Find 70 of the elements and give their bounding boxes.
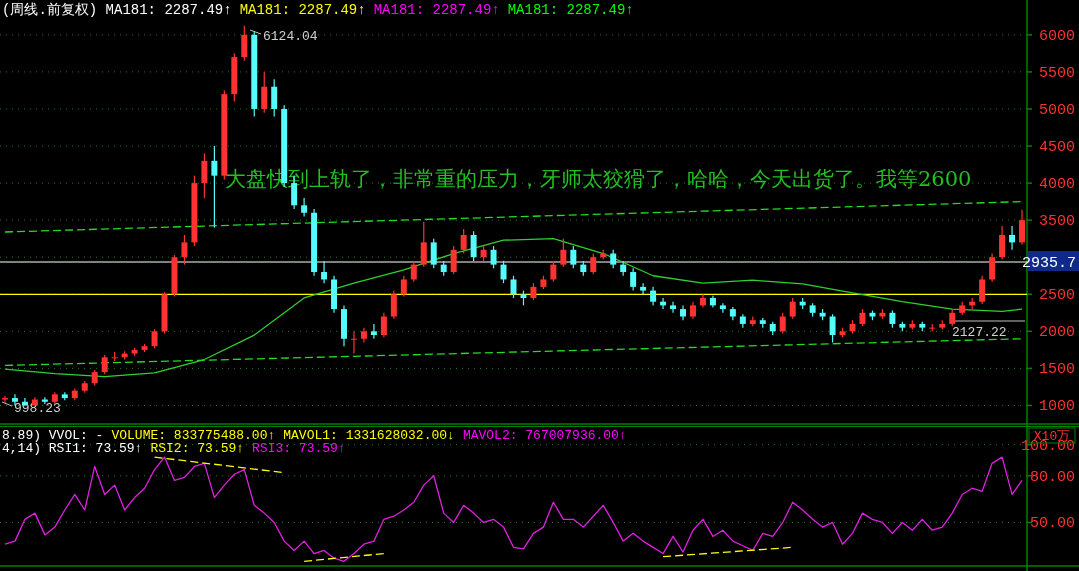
candlestick (460, 228, 467, 255)
annotation: MA181: 2287.49↑ (239, 2, 366, 18)
candlestick (151, 328, 158, 349)
annotation: 4,14) RSI1: 73.59↑ (2, 441, 143, 456)
y-tick-label: 2000 (1038, 324, 1075, 342)
candlestick (410, 260, 417, 283)
candlestick (301, 197, 308, 218)
y-tick-label: 4000 (1038, 176, 1075, 194)
candlestick (181, 234, 188, 266)
candlestick (1019, 209, 1025, 246)
y-tick-label: 4500 (1038, 139, 1075, 157)
candlestick (640, 282, 647, 295)
candlestick (201, 152, 208, 199)
y-tick-label: 2500 (1038, 287, 1075, 305)
y-tick-label: 6000 (1038, 27, 1075, 45)
candlestick (370, 323, 377, 340)
candlestick (470, 230, 477, 262)
candlestick (390, 289, 397, 320)
annotation: MA181: 2287.49↑ (507, 2, 634, 18)
candlestick (610, 249, 617, 269)
annotation: MAVOL1: 1331628032.00↓ (283, 428, 455, 443)
candlestick (1009, 225, 1016, 251)
candlestick (261, 71, 268, 114)
annotation: MA181: 2287.49↑ (373, 2, 500, 18)
candlestick (101, 354, 108, 375)
candlestick (241, 25, 248, 62)
candlestick (630, 267, 637, 292)
y-tick-label: 5000 (1038, 101, 1075, 119)
annotation: RSI2: 73.59↑ (150, 441, 245, 456)
line-series (4, 456, 1023, 562)
annotation: 2127.22 (952, 325, 1007, 340)
candlestick (500, 260, 507, 284)
candlestick (430, 238, 437, 269)
candlestick (400, 275, 407, 298)
candlestick (670, 301, 677, 314)
candlestick (719, 302, 726, 314)
candlestick (989, 252, 996, 283)
candlestick (779, 312, 786, 335)
candlestick (999, 225, 1006, 261)
candlestick (570, 245, 577, 269)
candlestick (321, 260, 328, 284)
candlestick (490, 245, 497, 269)
candlestick (590, 252, 597, 275)
candlestick (550, 260, 557, 283)
candlestick (380, 312, 387, 338)
candlestick (829, 313, 836, 344)
line-series (4, 238, 1023, 378)
candlestick (350, 330, 357, 355)
y-tick-label: 1000 (1038, 398, 1075, 416)
annotation: (周线.前复权) MA181: 2287.49↑ (2, 2, 232, 18)
candlestick (650, 286, 657, 306)
annotation: MAVOL2: 767007936.00↑ (462, 428, 627, 443)
candlestick (979, 275, 986, 305)
annotation: 6124.04 (263, 29, 318, 44)
y-tick-label: 3500 (1038, 213, 1075, 231)
candlestick (450, 245, 457, 275)
candlestick (560, 238, 567, 268)
y-tick-label: 50.00 (1029, 515, 1075, 533)
candlestick (211, 145, 218, 229)
candlestick (41, 396, 48, 405)
y-tick-label: 80.00 (1029, 468, 1075, 486)
annotation: 8.89) VVOL: - (2, 428, 104, 443)
annotation: RSI3: 73.59↑ (252, 441, 346, 456)
y-tick-label: 5500 (1038, 64, 1075, 82)
candlestick (271, 78, 278, 117)
y-tick-label: 1500 (1038, 361, 1075, 379)
candlestick (420, 221, 427, 268)
candlestick (789, 297, 796, 320)
candlestick (1, 395, 8, 404)
annotation: VOLUME: 833775488.00↑ (111, 428, 276, 443)
